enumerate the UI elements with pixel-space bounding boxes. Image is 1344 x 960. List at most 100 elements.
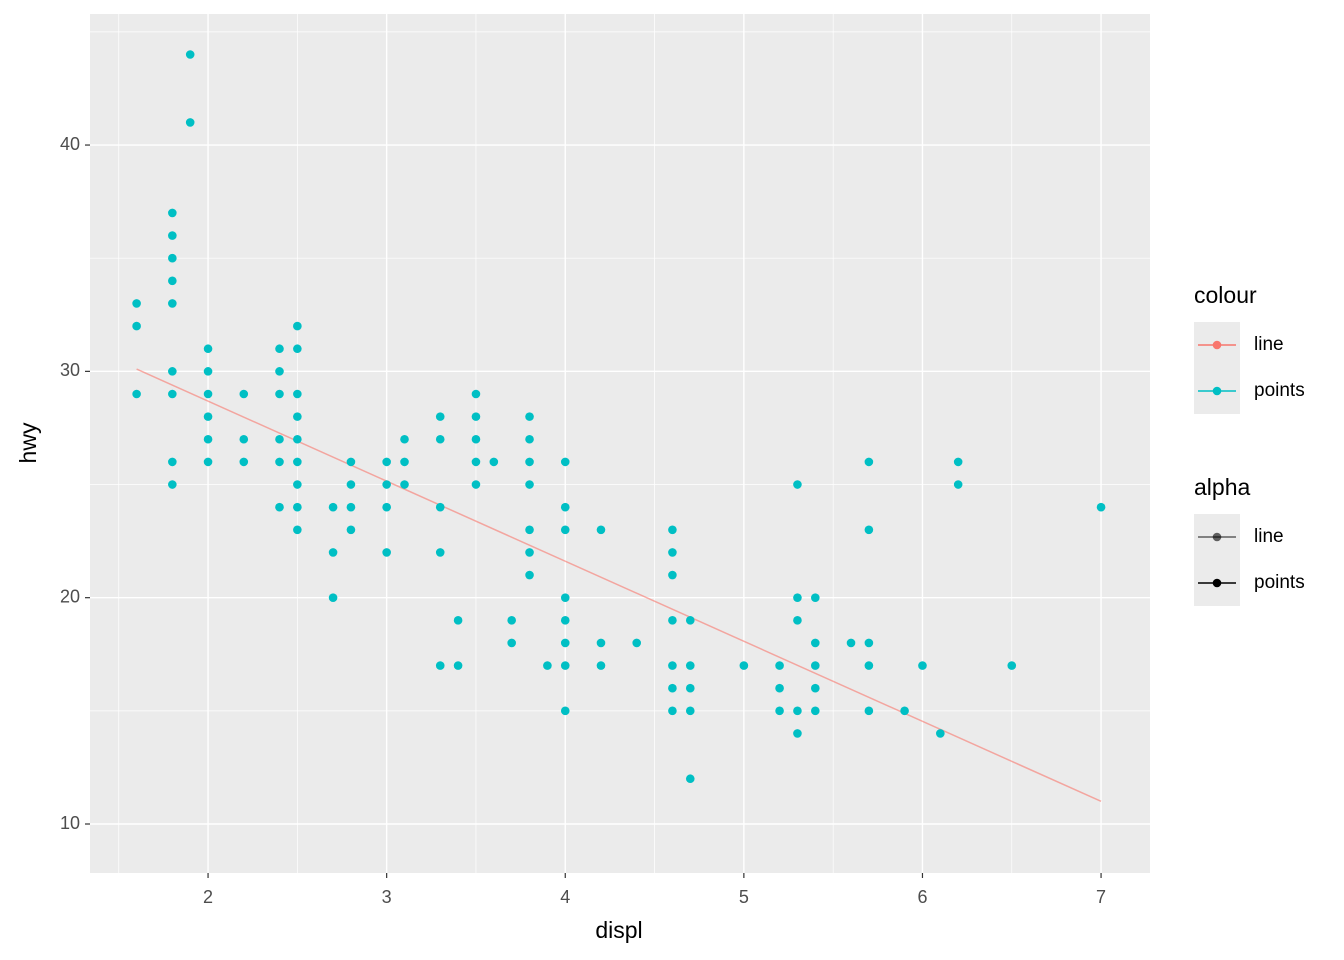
point: [739, 661, 749, 670]
point: [793, 729, 802, 738]
point: [435, 661, 445, 670]
point: [328, 502, 338, 512]
point: [685, 616, 695, 625]
point: [471, 480, 481, 489]
point: [471, 457, 481, 467]
point: [668, 683, 677, 693]
point: [382, 457, 391, 467]
point: [525, 548, 534, 557]
point: [793, 593, 802, 602]
x-tick-label: 2: [203, 887, 213, 907]
point: [811, 638, 820, 648]
point: [685, 774, 695, 784]
panel: [90, 14, 1150, 873]
point: [560, 616, 570, 625]
point: [471, 434, 481, 444]
point: [168, 389, 177, 399]
point: [168, 480, 177, 489]
point: [775, 661, 784, 670]
point: [525, 570, 534, 580]
point: [525, 457, 534, 467]
point: [543, 661, 552, 670]
point: [525, 434, 534, 444]
point: [864, 706, 874, 716]
legend-label: line: [1254, 526, 1284, 547]
point: [435, 434, 445, 444]
point: [293, 502, 302, 512]
point: [203, 412, 213, 421]
legend-key-point: [1212, 386, 1222, 396]
point: [685, 661, 695, 670]
point: [293, 412, 302, 421]
point: [775, 706, 784, 716]
x-tick-label: 7: [1096, 887, 1106, 907]
point: [864, 457, 874, 467]
x-tick-label: 3: [382, 887, 392, 907]
point: [632, 638, 641, 648]
point: [293, 480, 302, 489]
point: [507, 616, 516, 625]
point: [168, 457, 177, 467]
point: [953, 457, 963, 467]
point: [864, 661, 874, 670]
point: [400, 457, 409, 467]
point: [203, 389, 213, 399]
point: [596, 525, 606, 535]
point: [560, 457, 570, 467]
point: [239, 389, 249, 399]
point: [275, 389, 284, 399]
point: [793, 616, 802, 625]
legend-key-point: [1212, 532, 1222, 542]
legend-key-bg: [1194, 322, 1240, 414]
point: [918, 661, 927, 670]
x-axis-title: displ: [595, 917, 642, 943]
point: [293, 457, 302, 467]
point: [185, 50, 195, 59]
point: [596, 638, 606, 648]
point: [435, 412, 445, 421]
point: [328, 548, 338, 557]
legend-title: colour: [1194, 282, 1257, 308]
point: [132, 321, 141, 331]
point: [953, 480, 963, 489]
point: [346, 457, 356, 467]
y-tick-label: 10: [60, 813, 80, 833]
point: [525, 525, 534, 535]
legend-label: points: [1254, 572, 1305, 593]
point: [846, 638, 856, 648]
point: [168, 276, 177, 286]
point: [668, 661, 677, 670]
point: [168, 299, 177, 308]
point: [382, 480, 391, 489]
point: [203, 457, 213, 467]
point: [471, 412, 481, 421]
point: [435, 548, 445, 557]
point: [168, 208, 177, 218]
point: [811, 593, 820, 602]
point: [168, 367, 177, 376]
point: [525, 412, 534, 421]
point: [1096, 502, 1106, 512]
point: [275, 367, 284, 376]
point: [239, 457, 249, 467]
x-tick-label: 4: [560, 887, 570, 907]
point: [900, 706, 909, 716]
x-tick-label: 6: [917, 887, 927, 907]
point: [596, 661, 606, 670]
y-tick-label: 30: [60, 360, 80, 380]
point: [275, 344, 284, 354]
point: [293, 525, 302, 535]
point: [203, 344, 213, 354]
point: [668, 548, 677, 557]
point: [275, 457, 284, 467]
point: [560, 638, 570, 648]
legend-key-bg: [1194, 514, 1240, 606]
x-tick-label: 5: [739, 887, 749, 907]
point: [471, 389, 481, 399]
point: [453, 661, 463, 670]
legend-label: points: [1254, 380, 1305, 401]
point: [811, 706, 820, 716]
y-tick-label: 40: [60, 134, 80, 154]
point: [793, 480, 802, 489]
point: [668, 570, 677, 580]
